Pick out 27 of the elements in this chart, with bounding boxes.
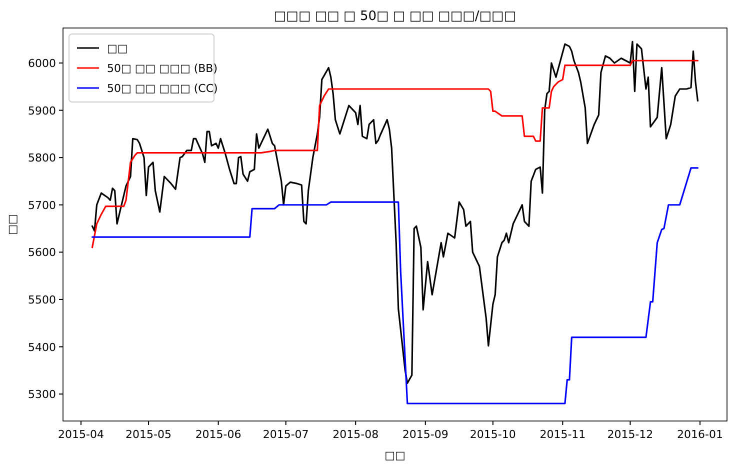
y-tick-label: 5900 <box>28 104 56 118</box>
x-tick-label: 2015-11 <box>540 428 586 441</box>
y-tick-label: 5800 <box>28 152 56 165</box>
x-tick-label: 2015-10 <box>470 428 516 441</box>
y-tick-label: 6000 <box>28 56 56 70</box>
line-series <box>91 60 699 248</box>
y-tick-label: 5500 <box>28 293 56 306</box>
y-tick-label: 5600 <box>28 246 56 260</box>
line-series <box>91 167 699 404</box>
x-tick-label: 2015-08 <box>332 428 379 441</box>
legend-label: □□ <box>107 42 128 55</box>
y-tick-label: 5300 <box>28 388 56 402</box>
y-tick-label: 5400 <box>28 340 56 354</box>
legend-label: 50□ □□ □□□ (BB) <box>107 62 218 75</box>
x-tick-label: 2015-07 <box>262 428 309 441</box>
legend-label: 50□ □□ □□□ (CC) <box>107 82 218 95</box>
x-tick-label: 2015-05 <box>126 428 172 441</box>
x-axis-title: □□ <box>384 449 406 462</box>
x-tick-label: 2015-12 <box>607 428 654 441</box>
y-axis-title: □□ <box>6 214 19 235</box>
line-series <box>91 40 699 384</box>
chart-title: □□□ □□ □ 50□ □ □□ □□□/□□□ <box>274 9 516 24</box>
x-tick-label: 2015-06 <box>195 428 242 441</box>
x-tick-label: 2015-09 <box>402 428 448 441</box>
x-tick-label: 2015-04 <box>58 428 104 441</box>
y-tick-label: 5700 <box>28 198 56 212</box>
x-tick-label: 2016-01 <box>677 428 723 441</box>
